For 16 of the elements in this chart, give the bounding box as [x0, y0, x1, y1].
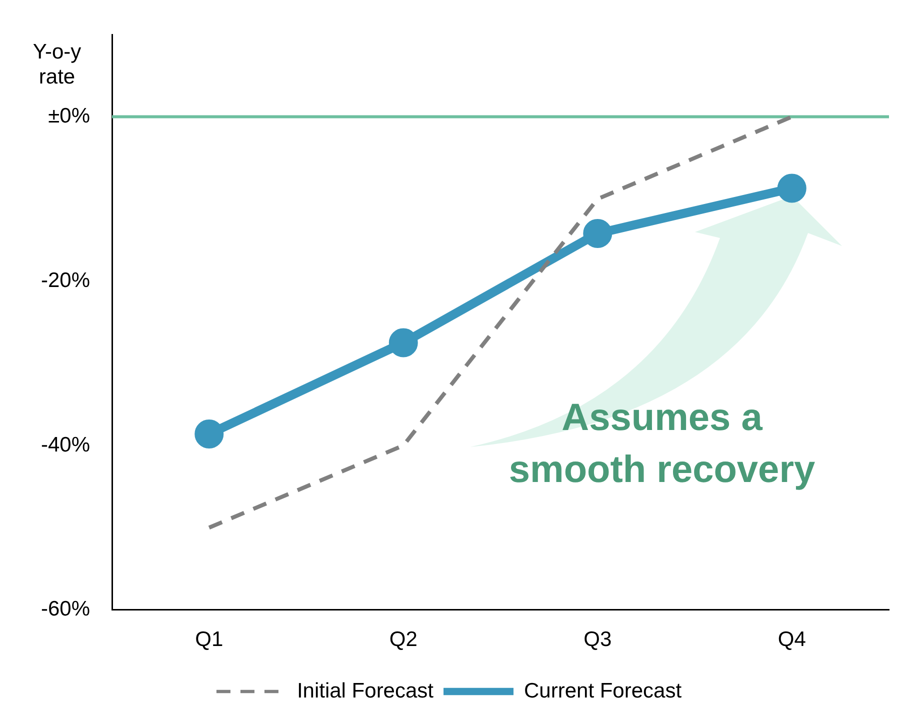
x-tick-label: Q3 — [584, 628, 612, 652]
x-tick-label: Q1 — [195, 628, 224, 652]
point — [583, 218, 612, 248]
legend-label: Initial Forecast — [296, 679, 434, 702]
legend-label: Current Forecast — [524, 679, 682, 702]
y-tick-label: ±0% — [48, 104, 90, 128]
x-tick-label: Q2 — [389, 628, 418, 652]
y-tick-label: -40% — [40, 433, 90, 456]
point — [777, 174, 806, 203]
point — [388, 328, 418, 358]
point — [194, 419, 224, 448]
y-tick-label: -60% — [40, 598, 90, 621]
y-tick-label: -20% — [40, 268, 90, 292]
x-tick-label: Q4 — [778, 628, 806, 652]
annotation: Assumes a smooth recovery — [508, 397, 816, 492]
y-axis-title: Y-o-y rate — [32, 40, 82, 88]
